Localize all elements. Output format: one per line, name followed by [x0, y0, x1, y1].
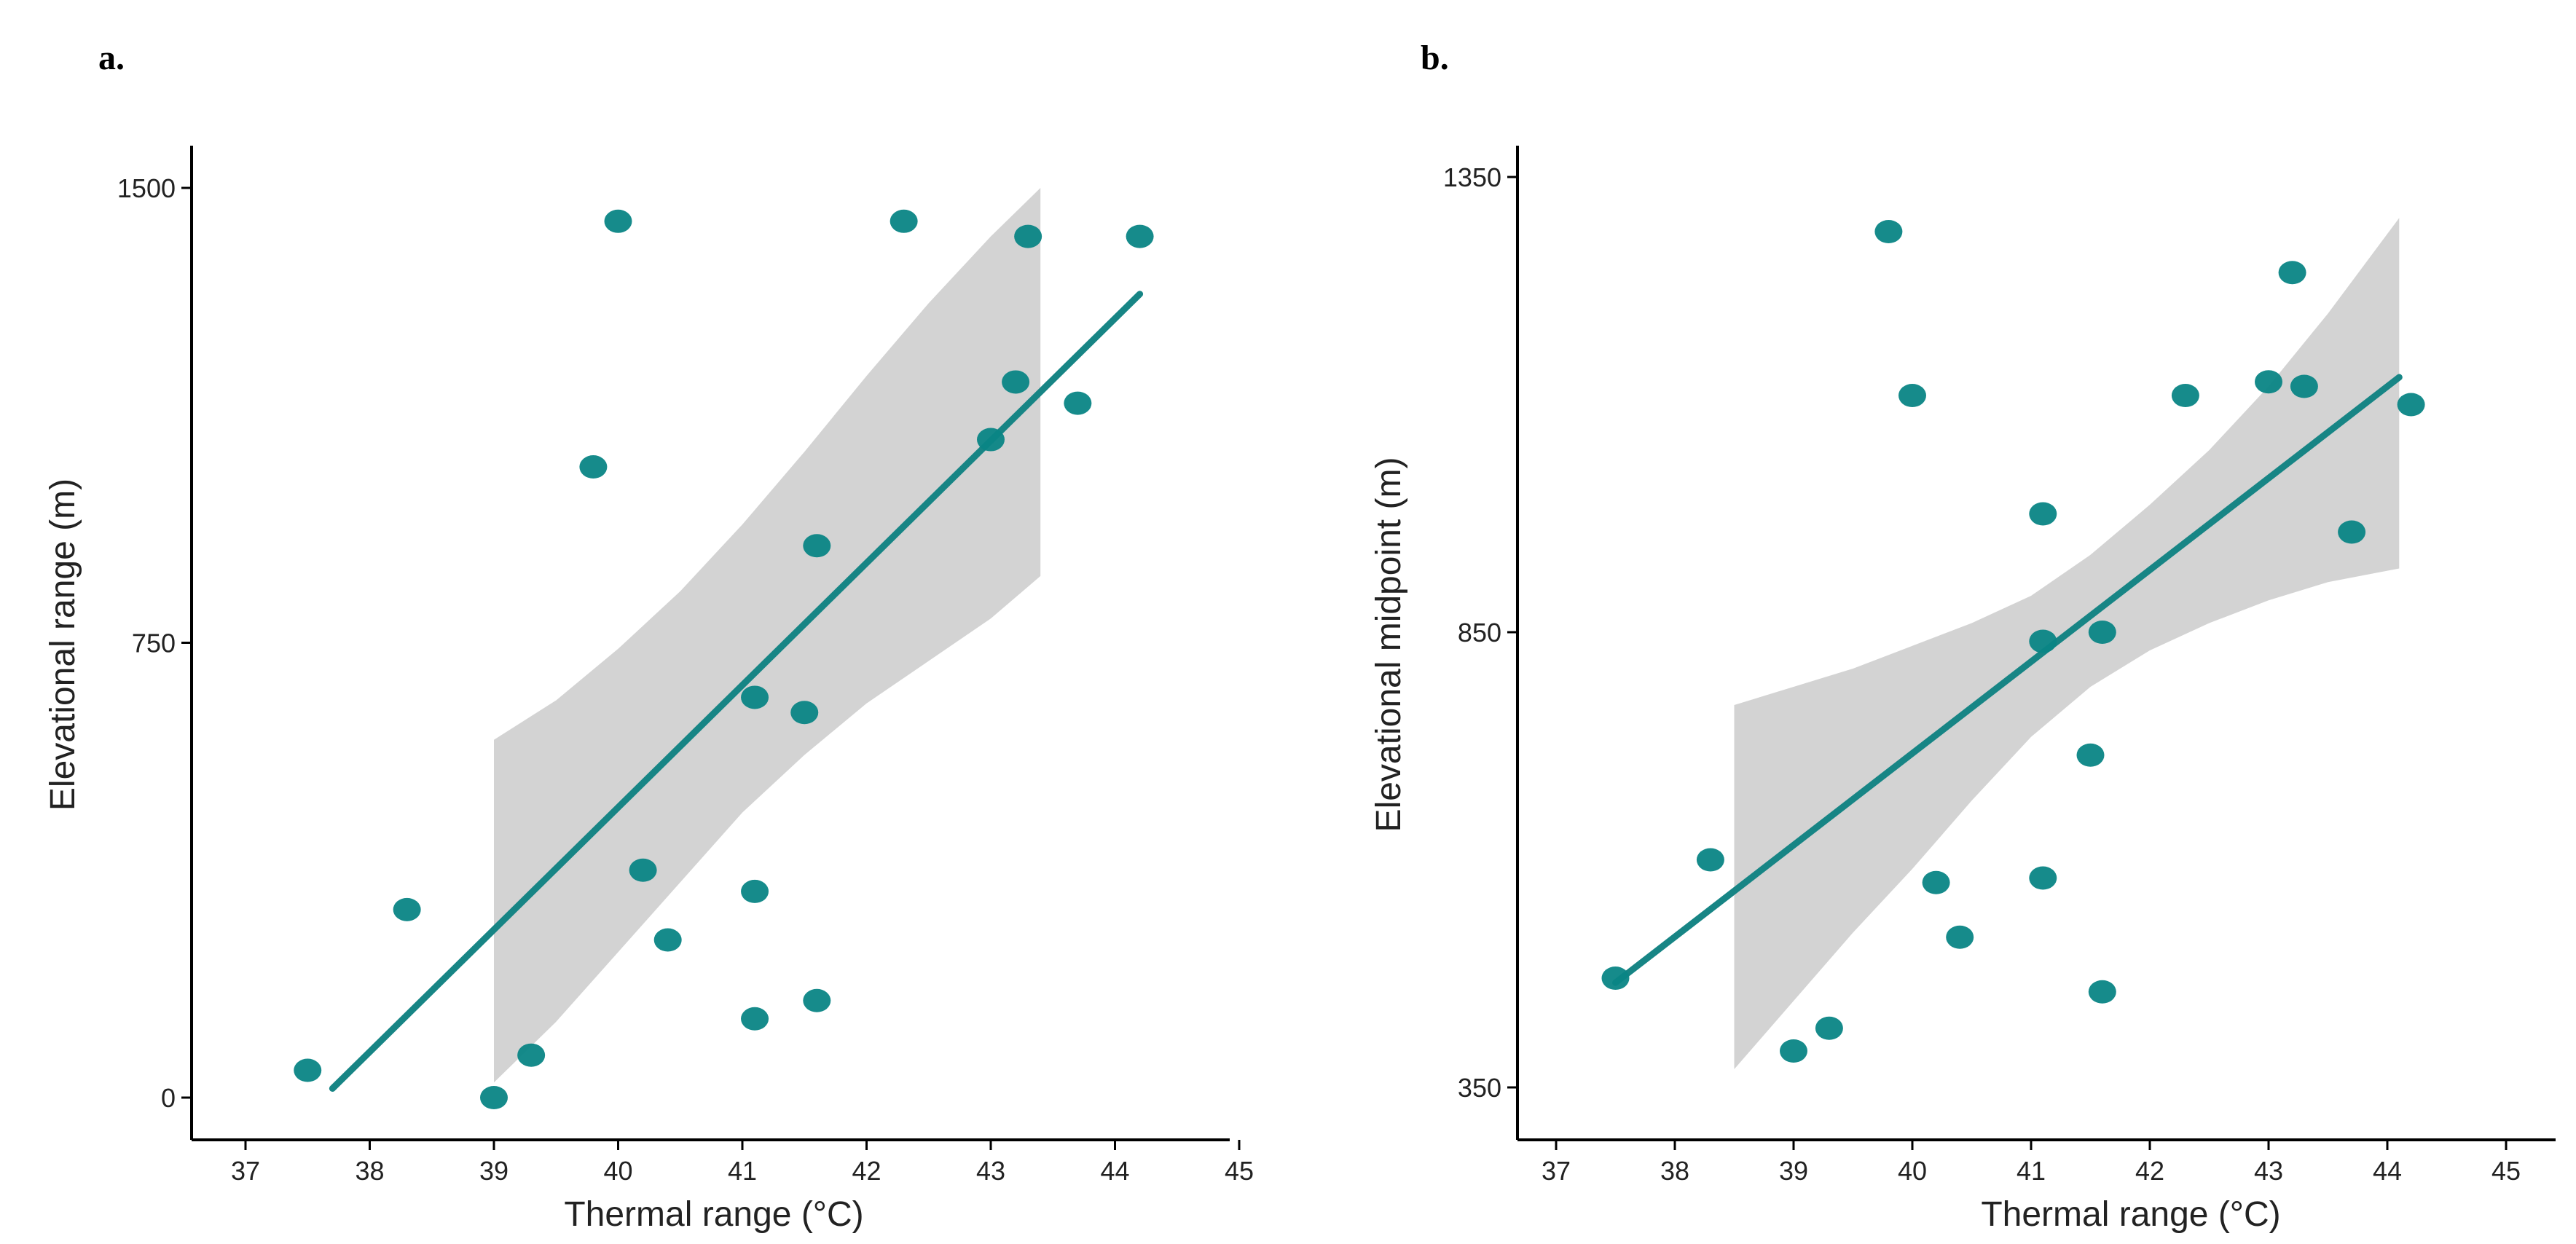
- panel-b-x-tick-label: 45: [2491, 1156, 2521, 1186]
- panel-b-data-point: [2278, 261, 2306, 285]
- panel-a-data-point: [629, 858, 657, 882]
- panel-a-data-point: [741, 685, 769, 709]
- panel-a-x-tick-label: 43: [976, 1156, 1005, 1186]
- panel-a-chart: a. 37 38 39 40 41 42 43 44 45 0 750 1500 Thermal ra…: [44, 39, 1254, 1234]
- panel-b-data-point: [2088, 621, 2116, 644]
- panel-a-data-point: [790, 701, 819, 725]
- panel-b-regression-line: [1612, 374, 2403, 986]
- panel-a-data-point: [1002, 370, 1030, 394]
- panel-b-y-tick-label: 1350: [1443, 162, 1501, 192]
- panel-b-data-point: [2255, 370, 2282, 394]
- panel-a-data-point: [517, 1043, 546, 1067]
- panel-b-data-point: [2029, 866, 2057, 890]
- panel-b-y-tick-label: 350: [1458, 1073, 1501, 1103]
- panel-b-y-axis-title: Elevational midpoint (m): [1370, 457, 1408, 832]
- panel-b-data-point: [2076, 743, 2105, 767]
- panel-a-fit-layer: [329, 291, 1144, 1093]
- panel-b-data-point: [2290, 374, 2318, 398]
- panel-b-confidence-band-layer: [1734, 218, 2400, 1069]
- panel-a-x-axis-title: Thermal range (°C): [564, 1195, 863, 1234]
- panel-a-data-point: [1064, 391, 1092, 415]
- panel-b-data-point: [1946, 925, 1974, 949]
- panel-b-data-point: [1874, 220, 1903, 243]
- panel-b-x-tick-label: 37: [1542, 1156, 1571, 1186]
- panel-a-data-point: [803, 988, 831, 1012]
- panel-a-x-tick-label: 45: [1225, 1156, 1254, 1186]
- panel-b-data-point: [1815, 1016, 1843, 1040]
- panel-a-data-point: [741, 879, 769, 903]
- panel-a-data-point: [1014, 224, 1042, 248]
- panel-b-data-point: [2088, 980, 2116, 1004]
- panel-a-data-point: [653, 928, 682, 952]
- panel-b-data-point: [2338, 520, 2366, 544]
- panel-a-data-point: [977, 428, 1005, 452]
- panel-b-x-tick-label: 44: [2373, 1156, 2402, 1186]
- panel-b-data-point: [1898, 384, 1926, 407]
- panel-a-label: a.: [98, 39, 125, 77]
- panel-a-x-tick-label: 38: [355, 1156, 384, 1186]
- panel-b-data-point: [1922, 870, 1950, 894]
- panel-a-data-point: [1126, 224, 1154, 248]
- panel-b-data-point: [1601, 967, 1630, 990]
- panel-b-axes: 37 38 39 40 41 42 43 44 45 350 850 1350: [1443, 146, 2556, 1186]
- panel-b-x-tick-label: 43: [2254, 1156, 2283, 1186]
- panel-b-data-point: [2171, 384, 2199, 407]
- panel-b-x-tick-label: 42: [2135, 1156, 2164, 1186]
- panel-b-data-point: [2029, 629, 2057, 653]
- panel-a-y-tick-label: 750: [132, 629, 176, 658]
- panel-b-x-axis-title: Thermal range (°C): [1981, 1195, 2280, 1234]
- panel-b-data-point: [1696, 848, 1724, 872]
- panel-a-data-point: [393, 897, 421, 921]
- panel-a-data-point: [579, 455, 608, 479]
- panel-b-x-tick-label: 41: [2017, 1156, 2046, 1186]
- panel-b-label: b.: [1421, 39, 1449, 77]
- panel-b-chart: b. 37 38 39 40 41 42 43 44 45 350 850 1350 Thermal …: [1370, 39, 2556, 1234]
- panel-a-points-layer: [294, 209, 1154, 1109]
- panel-a-confidence-band: [494, 188, 1041, 1083]
- panel-b-x-tick-label: 39: [1779, 1156, 1808, 1186]
- panel-a-confidence-band-layer: [494, 188, 1041, 1083]
- panel-a-x-tick-label: 37: [231, 1156, 260, 1186]
- panel-a-data-point: [604, 209, 632, 233]
- panel-a-data-point: [294, 1058, 322, 1082]
- panel-b-x-tick-label: 38: [1660, 1156, 1689, 1186]
- panel-a-x-tick-label: 44: [1100, 1156, 1129, 1186]
- panel-a-y-tick-label: 1500: [117, 173, 176, 203]
- panel-a-y-axis-title: Elevational range (m): [44, 479, 82, 811]
- panel-b-fit-layer: [1612, 374, 2403, 986]
- panel-a-regression-line: [329, 291, 1144, 1093]
- panel-b-points-layer: [1601, 220, 2425, 1063]
- panel-a-data-point: [803, 534, 831, 558]
- panel-a-data-point: [480, 1086, 508, 1109]
- panel-a-y-tick-label: 0: [161, 1083, 176, 1113]
- panel-b-data-point: [2029, 502, 2057, 526]
- panel-b-data-point: [2397, 393, 2425, 417]
- panel-a-x-tick-label: 39: [479, 1156, 508, 1186]
- panel-a-axes: 37 38 39 40 41 42 43 44 45 0 750 1500: [117, 146, 1254, 1186]
- panel-b-x-tick-label: 40: [1898, 1156, 1927, 1186]
- panel-a-data-point: [890, 209, 918, 233]
- panel-a-x-tick-label: 40: [603, 1156, 632, 1186]
- panel-a-data-point: [741, 1007, 769, 1031]
- panel-b-y-tick-label: 850: [1458, 618, 1501, 647]
- panel-a-x-tick-label: 42: [852, 1156, 881, 1186]
- panel-b-confidence-band: [1734, 218, 2400, 1069]
- panel-b-data-point: [1780, 1039, 1807, 1063]
- panel-a-x-tick-label: 41: [728, 1156, 757, 1186]
